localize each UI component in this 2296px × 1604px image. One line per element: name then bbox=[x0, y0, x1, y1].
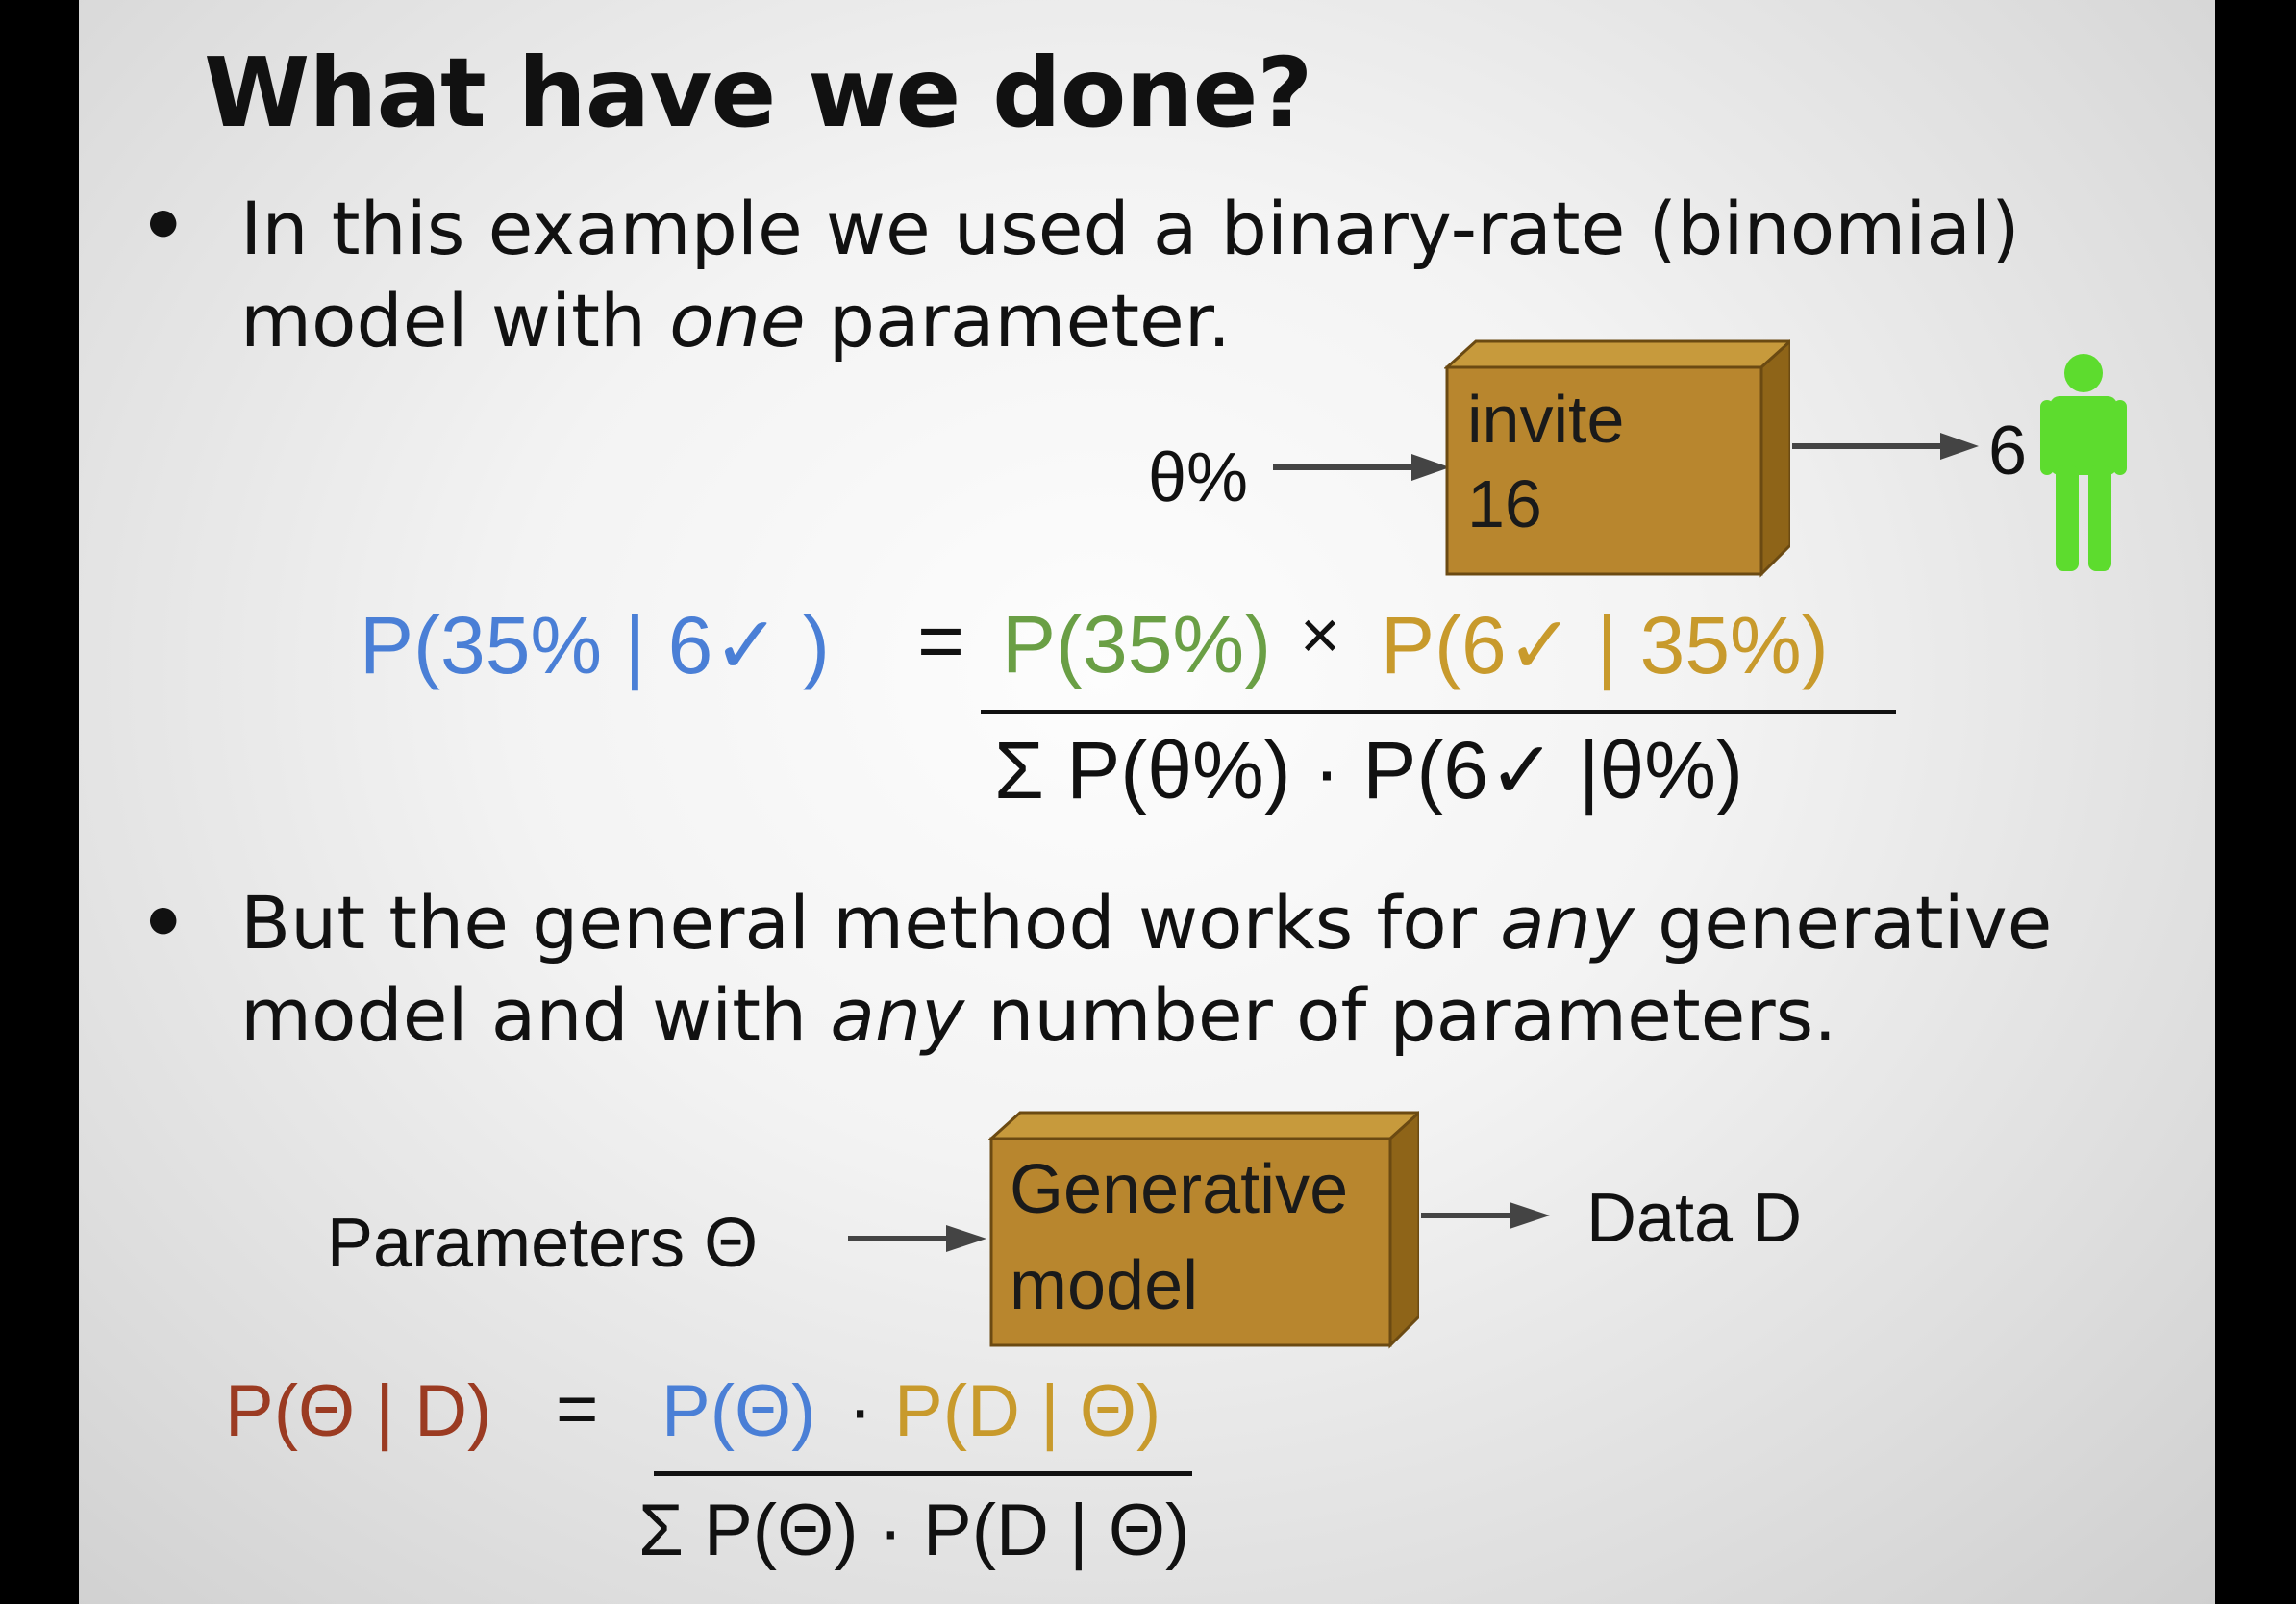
arrow-right-icon bbox=[1792, 433, 1979, 460]
data-d-label: Data D bbox=[1586, 1180, 1803, 1257]
eq1-times: × bbox=[1300, 597, 1341, 674]
bullet1-line1: In this example we used a binary-rate (b… bbox=[240, 186, 2020, 271]
eq1-prior: P(35%) bbox=[1002, 599, 1272, 689]
arrow-right-icon bbox=[1273, 454, 1450, 481]
parameters-label: Parameters Θ bbox=[327, 1205, 759, 1282]
output-count-label: 6 bbox=[1988, 413, 2028, 489]
slide-title: What have we done? bbox=[204, 37, 1312, 149]
bullet2-line1-post: generative bbox=[1634, 880, 2053, 965]
invite-box bbox=[1444, 338, 1790, 578]
eq1-equals: = bbox=[917, 595, 965, 686]
bullet2-line2-post: number of parameters. bbox=[964, 972, 1837, 1058]
eq2-equals: = bbox=[556, 1368, 599, 1450]
invite-box-line2: 16 bbox=[1467, 466, 1542, 541]
bullet1-line2-em: one bbox=[669, 278, 806, 363]
bullet2-line1: But the general method works for any gen… bbox=[240, 877, 2052, 969]
eq1-posterior: P(35% | 6✓ ) bbox=[360, 600, 831, 690]
generative-model-box bbox=[988, 1110, 1419, 1349]
arrow-right-icon bbox=[848, 1225, 986, 1252]
slide: What have we done? ● In this example we … bbox=[79, 0, 2215, 1604]
bullet1-line2-pre: model with bbox=[240, 278, 670, 363]
eq1-denominator: Σ P(θ%) · P(6✓ |θ%) bbox=[994, 725, 1743, 815]
bullet2-line2-pre: model and with bbox=[240, 972, 831, 1058]
eq2-denominator: Σ P(Θ) · P(D | Θ) bbox=[638, 1490, 1190, 1571]
theta-percent-label: θ% bbox=[1148, 439, 1249, 516]
eq2-dot: · bbox=[848, 1368, 873, 1450]
bullet2-line2-em: any bbox=[830, 972, 965, 1058]
eq2-likelihood: P(D | Θ) bbox=[894, 1370, 1161, 1452]
invite-box-line1: invite bbox=[1467, 382, 1625, 457]
bullet1-line2-post: parameter. bbox=[805, 278, 1232, 363]
eq1-fraction-bar bbox=[981, 710, 1896, 714]
eq1-likelihood: P(6✓ | 35%) bbox=[1381, 600, 1829, 690]
eq2-prior: P(Θ) bbox=[661, 1370, 816, 1452]
bullet2-line1-em: any bbox=[1500, 880, 1635, 965]
bullet-dot-2: ● bbox=[148, 899, 179, 939]
generative-box-line2: model bbox=[1010, 1247, 1199, 1324]
person-icon bbox=[2040, 354, 2127, 571]
bullet-dot-1: ● bbox=[148, 202, 179, 241]
eq2-posterior: P(Θ | D) bbox=[225, 1370, 492, 1452]
eq2-fraction-bar bbox=[654, 1471, 1192, 1476]
arrow-right-icon bbox=[1421, 1202, 1550, 1229]
generative-box-line1: Generative bbox=[1010, 1151, 1349, 1228]
bullet1-line2: model with one parameter. bbox=[240, 275, 1231, 367]
bullet2-line2: model and with any number of parameters. bbox=[240, 969, 1836, 1062]
bullet2-line1-pre: But the general method works for bbox=[240, 880, 1501, 965]
